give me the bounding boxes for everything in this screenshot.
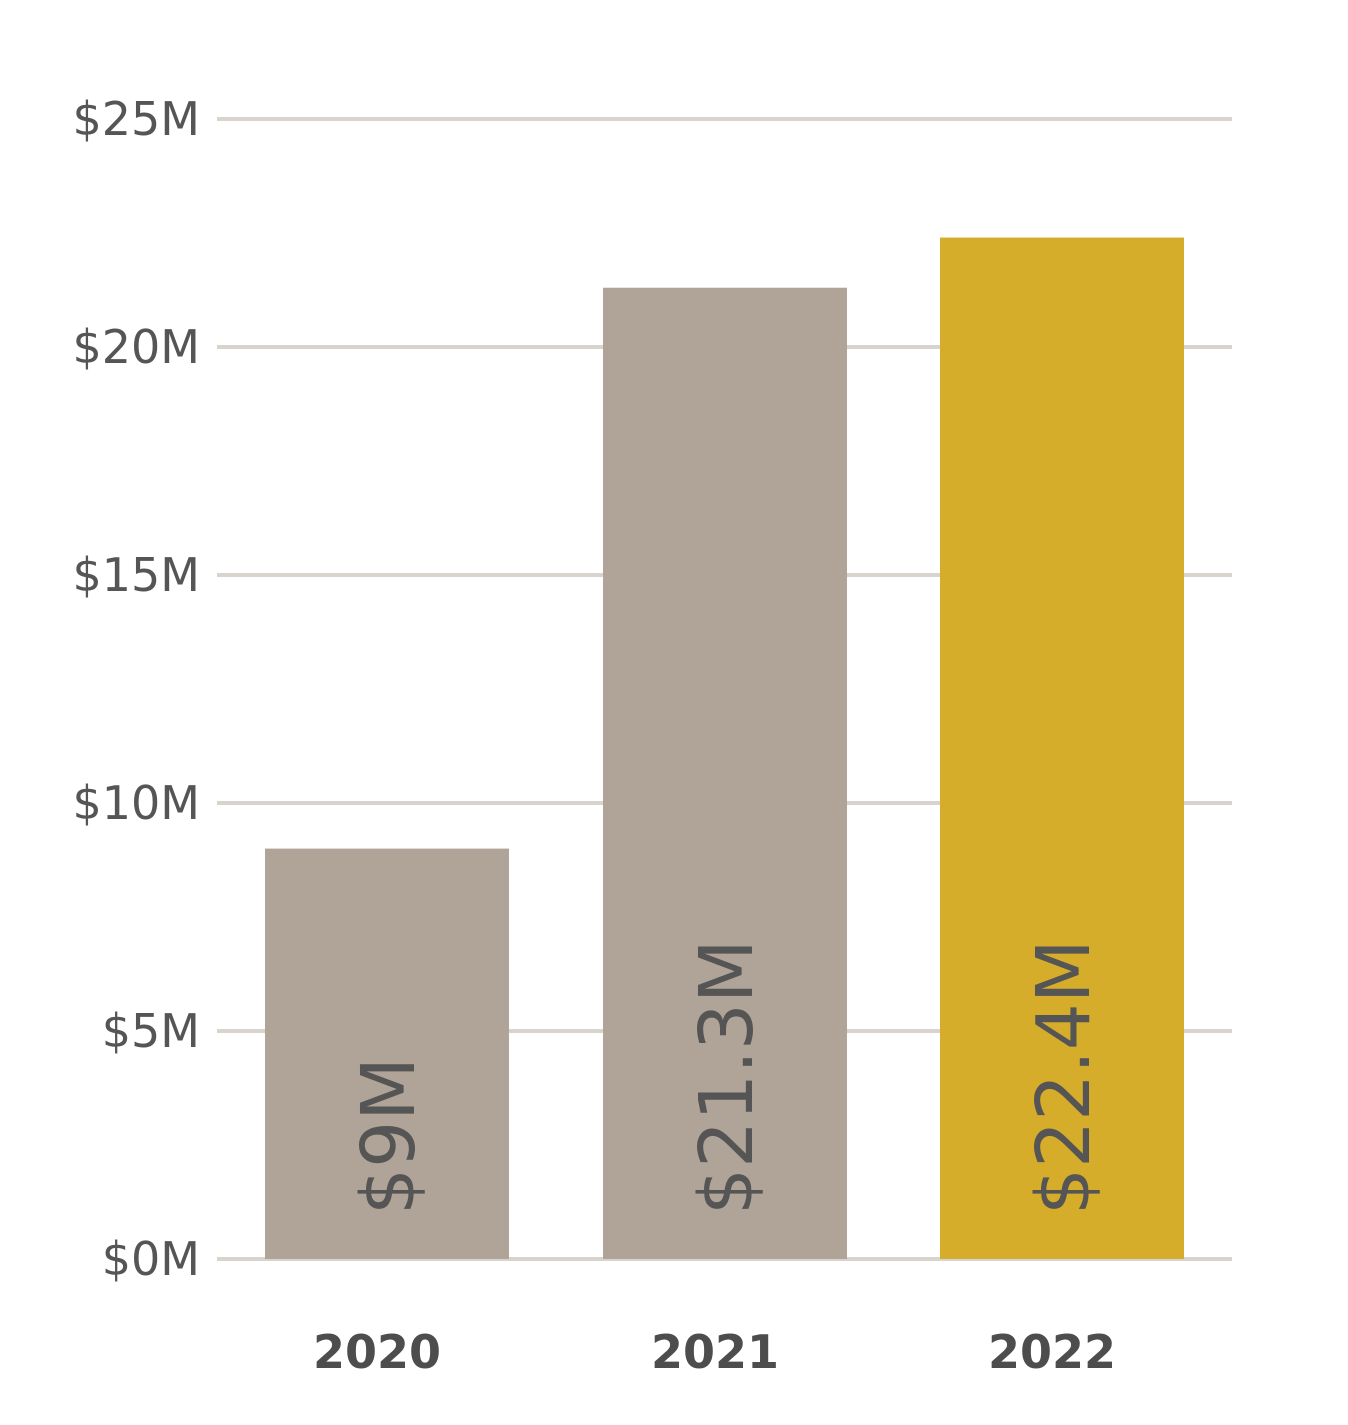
bar-value-labels: $9M $21.3M $22.4M: [346, 939, 1107, 1215]
x-tick-label: 2021: [651, 1325, 779, 1379]
y-tick-label: $15M: [73, 548, 201, 602]
bar-value-label: $9M: [346, 1057, 432, 1215]
y-tick-label: $25M: [73, 92, 201, 146]
bar-2020: [265, 848, 509, 1259]
bar-value-label: $22.4M: [1021, 939, 1107, 1215]
y-tick-label: $20M: [73, 320, 201, 374]
y-tick-label: $10M: [73, 776, 201, 830]
x-axis-tick-labels: 2020 2021 2022: [313, 1325, 1116, 1379]
x-tick-label: 2020: [313, 1325, 441, 1379]
bars: [265, 237, 1184, 1260]
y-tick-label: $0M: [102, 1232, 200, 1286]
y-axis-tick-labels: $0M $5M $10M $15M $20M $25M: [73, 92, 201, 1286]
bar-value-label: $21.3M: [684, 939, 770, 1215]
y-tick-label: $5M: [102, 1004, 200, 1058]
bar-2022: [940, 237, 1184, 1259]
x-tick-label: 2022: [988, 1325, 1116, 1379]
bar-2021: [603, 287, 847, 1260]
